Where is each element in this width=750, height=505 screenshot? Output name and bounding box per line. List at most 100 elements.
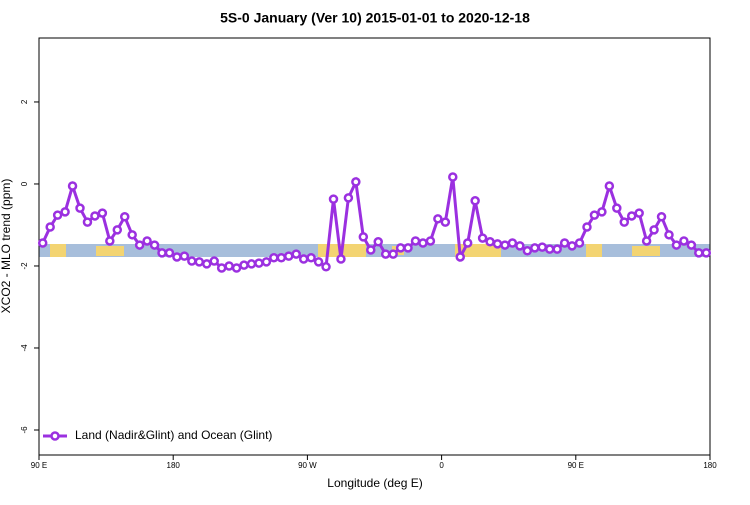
point: [574, 238, 585, 248]
point: [254, 258, 264, 268]
point: [179, 251, 190, 261]
point: [209, 256, 219, 266]
point: [373, 237, 383, 247]
point: [328, 194, 339, 204]
y-tick-label: -4: [20, 344, 29, 352]
point: [134, 240, 145, 250]
point: [172, 252, 182, 262]
point: [530, 243, 540, 253]
point: [671, 240, 682, 250]
x-tick-label: 90 E: [31, 461, 47, 470]
point: [559, 238, 570, 248]
point: [269, 253, 279, 263]
point: [462, 238, 473, 248]
point: [97, 208, 108, 218]
point: [433, 214, 443, 224]
point: [403, 243, 413, 253]
point: [589, 210, 600, 220]
point: [75, 203, 85, 213]
point: [276, 253, 287, 263]
point: [656, 212, 667, 222]
point: [366, 245, 376, 255]
point: [157, 248, 167, 258]
x-tick-label: 0: [439, 461, 444, 470]
point: [507, 238, 518, 248]
point: [231, 263, 242, 273]
point: [455, 252, 465, 262]
point: [515, 241, 525, 251]
point: [67, 181, 78, 191]
point: [634, 208, 644, 218]
plot-frame: [38, 37, 711, 456]
x-axis-label: Longitude (deg E): [327, 476, 422, 490]
point: [45, 222, 55, 232]
point: [418, 238, 428, 248]
point: [492, 239, 503, 249]
chart-title: 5S-0 January (Ver 10) 2015-01-01 to 2020…: [220, 10, 530, 26]
point: [149, 240, 160, 250]
point: [701, 248, 712, 258]
x-tick-label: 180: [167, 461, 181, 470]
x-tick-label: 90 W: [298, 461, 317, 470]
point: [343, 193, 354, 203]
point: [313, 257, 324, 267]
point: [142, 236, 152, 246]
point: [485, 237, 495, 247]
legend-marker: [50, 431, 60, 441]
point: [612, 203, 622, 213]
point: [291, 249, 301, 259]
point: [641, 236, 652, 246]
y-tick-label: 2: [20, 99, 29, 104]
point: [552, 244, 562, 254]
point: [37, 238, 48, 248]
point: [477, 233, 488, 243]
point: [60, 207, 70, 217]
point: [388, 249, 398, 259]
y-tick-label: 0: [20, 181, 29, 186]
point: [119, 212, 130, 222]
y-tick-label: -2: [20, 262, 29, 270]
y-tick-label: -6: [20, 426, 29, 434]
point: [522, 246, 533, 256]
point: [321, 262, 331, 272]
point: [649, 225, 659, 235]
point: [105, 236, 115, 246]
point: [90, 211, 100, 221]
point: [604, 181, 615, 191]
point: [52, 210, 63, 220]
point: [306, 253, 316, 263]
point: [686, 240, 697, 250]
point: [298, 254, 309, 264]
point: [425, 236, 436, 246]
point: [82, 217, 93, 227]
point: [358, 232, 369, 242]
point: [694, 248, 704, 258]
point: [597, 207, 607, 217]
x-tick-label: 180: [703, 461, 717, 470]
point: [395, 243, 406, 253]
point: [679, 236, 689, 246]
point: [380, 249, 391, 259]
point: [626, 211, 637, 221]
y-axis-label: XCO2 - MLO trend (ppm): [0, 179, 13, 314]
point: [127, 230, 137, 240]
point: [500, 240, 510, 250]
x-tick-label: 90 E: [568, 461, 584, 470]
point: [336, 254, 346, 264]
point: [202, 259, 212, 269]
point: [194, 257, 205, 267]
point: [224, 261, 234, 271]
point: [351, 177, 361, 187]
point: [470, 196, 480, 206]
point: [567, 241, 577, 251]
point: [582, 222, 592, 232]
legend-label: Land (Nadir&Glint) and Ocean (Glint): [75, 428, 272, 442]
point: [112, 225, 123, 235]
point: [544, 244, 555, 254]
point: [537, 242, 547, 252]
point: [410, 236, 421, 246]
point: [246, 259, 257, 269]
point: [619, 217, 630, 227]
point: [187, 256, 197, 266]
